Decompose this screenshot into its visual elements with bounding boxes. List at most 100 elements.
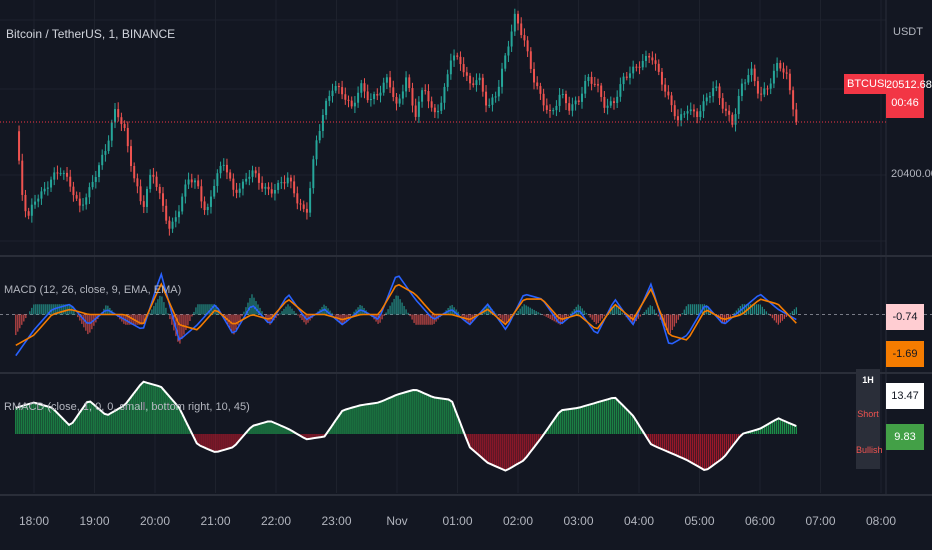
candle-body — [197, 180, 200, 187]
candle-body — [293, 181, 296, 194]
candle-body — [689, 109, 692, 112]
candle-body — [139, 186, 142, 202]
candle-body — [437, 110, 440, 113]
candle-body — [254, 170, 257, 174]
candle-body — [408, 77, 411, 89]
candle-body — [283, 182, 286, 184]
signal-line — [15, 282, 797, 346]
candle-body — [606, 105, 609, 108]
candle-body — [603, 96, 606, 108]
candle-body — [299, 203, 302, 205]
candle-body — [517, 13, 520, 24]
rmacd-indicator-title[interactable]: RMACD (close, 1, 0, 0, small, bottom rig… — [4, 401, 250, 413]
candle-body — [440, 102, 443, 111]
candle-body — [728, 110, 731, 115]
time-axis-tick: 02:00 — [502, 514, 534, 528]
price-axis-unit[interactable]: USDT — [893, 26, 923, 38]
candle-body — [369, 98, 372, 101]
candle-body — [43, 188, 46, 192]
candle-body — [526, 40, 529, 52]
candle-body — [133, 166, 136, 179]
candle-body — [145, 188, 148, 207]
time-axis-tick: 03:00 — [563, 514, 594, 528]
candle-body — [245, 178, 248, 182]
candle-body — [395, 97, 398, 104]
candle-body — [373, 94, 376, 99]
candle-body — [165, 205, 168, 221]
candle-body — [776, 62, 779, 71]
candle-body — [472, 83, 475, 85]
candle-body — [136, 178, 139, 187]
candle-body — [91, 181, 94, 188]
candle-body — [357, 92, 360, 103]
rmacd-line — [15, 380, 797, 472]
candle-body — [203, 201, 206, 211]
candle-body — [286, 177, 289, 184]
candle-body — [670, 95, 673, 106]
candle-body — [27, 211, 30, 216]
candle-body — [667, 91, 670, 96]
candle-body — [443, 86, 446, 103]
candle-body — [385, 77, 388, 83]
candle-body — [542, 93, 545, 106]
candle-body — [376, 94, 379, 96]
time-axis-tick: Nov — [386, 514, 408, 528]
candle-body — [430, 101, 433, 108]
candle-body — [769, 83, 772, 89]
candle-body — [721, 98, 724, 109]
candle-body — [760, 93, 763, 95]
candle-body — [309, 188, 312, 213]
candle-body — [264, 186, 267, 189]
candle-body — [660, 71, 663, 85]
candle-body — [574, 100, 577, 105]
candle-body — [82, 204, 85, 206]
candle-body — [216, 173, 219, 186]
candle-body — [129, 146, 132, 167]
candle-body — [149, 174, 152, 189]
candle-body — [705, 97, 708, 102]
time-axis-tick: 01:00 — [442, 514, 473, 528]
candle-body — [18, 131, 21, 161]
candle-body — [427, 90, 430, 102]
time-axis-tick: 19:00 — [79, 514, 110, 528]
candle-body — [462, 64, 465, 73]
candle-body — [478, 77, 481, 81]
candle-body — [321, 115, 324, 131]
candle-body — [795, 109, 798, 122]
candle-body — [596, 84, 599, 86]
candle-body — [571, 104, 574, 111]
candle-body — [753, 68, 756, 82]
candle-body — [334, 86, 337, 91]
candle-body — [625, 76, 628, 78]
candle-body — [459, 56, 462, 65]
candle-body — [126, 127, 129, 147]
candle-body — [30, 204, 33, 216]
candle-body — [533, 68, 536, 83]
candle-body — [421, 90, 424, 102]
candle-body — [88, 187, 91, 198]
candle-body — [158, 186, 161, 194]
status-position: Short — [857, 409, 879, 419]
candle-body — [417, 101, 420, 117]
candle-body — [161, 193, 164, 206]
candle-body — [555, 105, 558, 111]
time-axis-tick: 23:00 — [321, 514, 352, 528]
candle-body — [289, 177, 292, 182]
candle-body — [241, 181, 244, 189]
candle-body — [101, 154, 104, 166]
candle-body — [622, 76, 625, 85]
status-trend: Bullish — [856, 445, 883, 455]
candle-body — [123, 124, 126, 128]
candle-body — [98, 165, 101, 178]
candle-body — [411, 88, 414, 106]
candle-body — [731, 114, 734, 125]
candle-body — [251, 170, 254, 177]
candle-body — [117, 109, 120, 118]
candle-body — [213, 185, 216, 197]
macd-indicator-title[interactable]: MACD (12, 26, close, 9, EMA, EMA) — [4, 284, 182, 296]
candle-body — [449, 60, 452, 75]
candle-body — [53, 172, 56, 180]
candle-body — [50, 179, 53, 188]
candle-body — [114, 109, 117, 123]
